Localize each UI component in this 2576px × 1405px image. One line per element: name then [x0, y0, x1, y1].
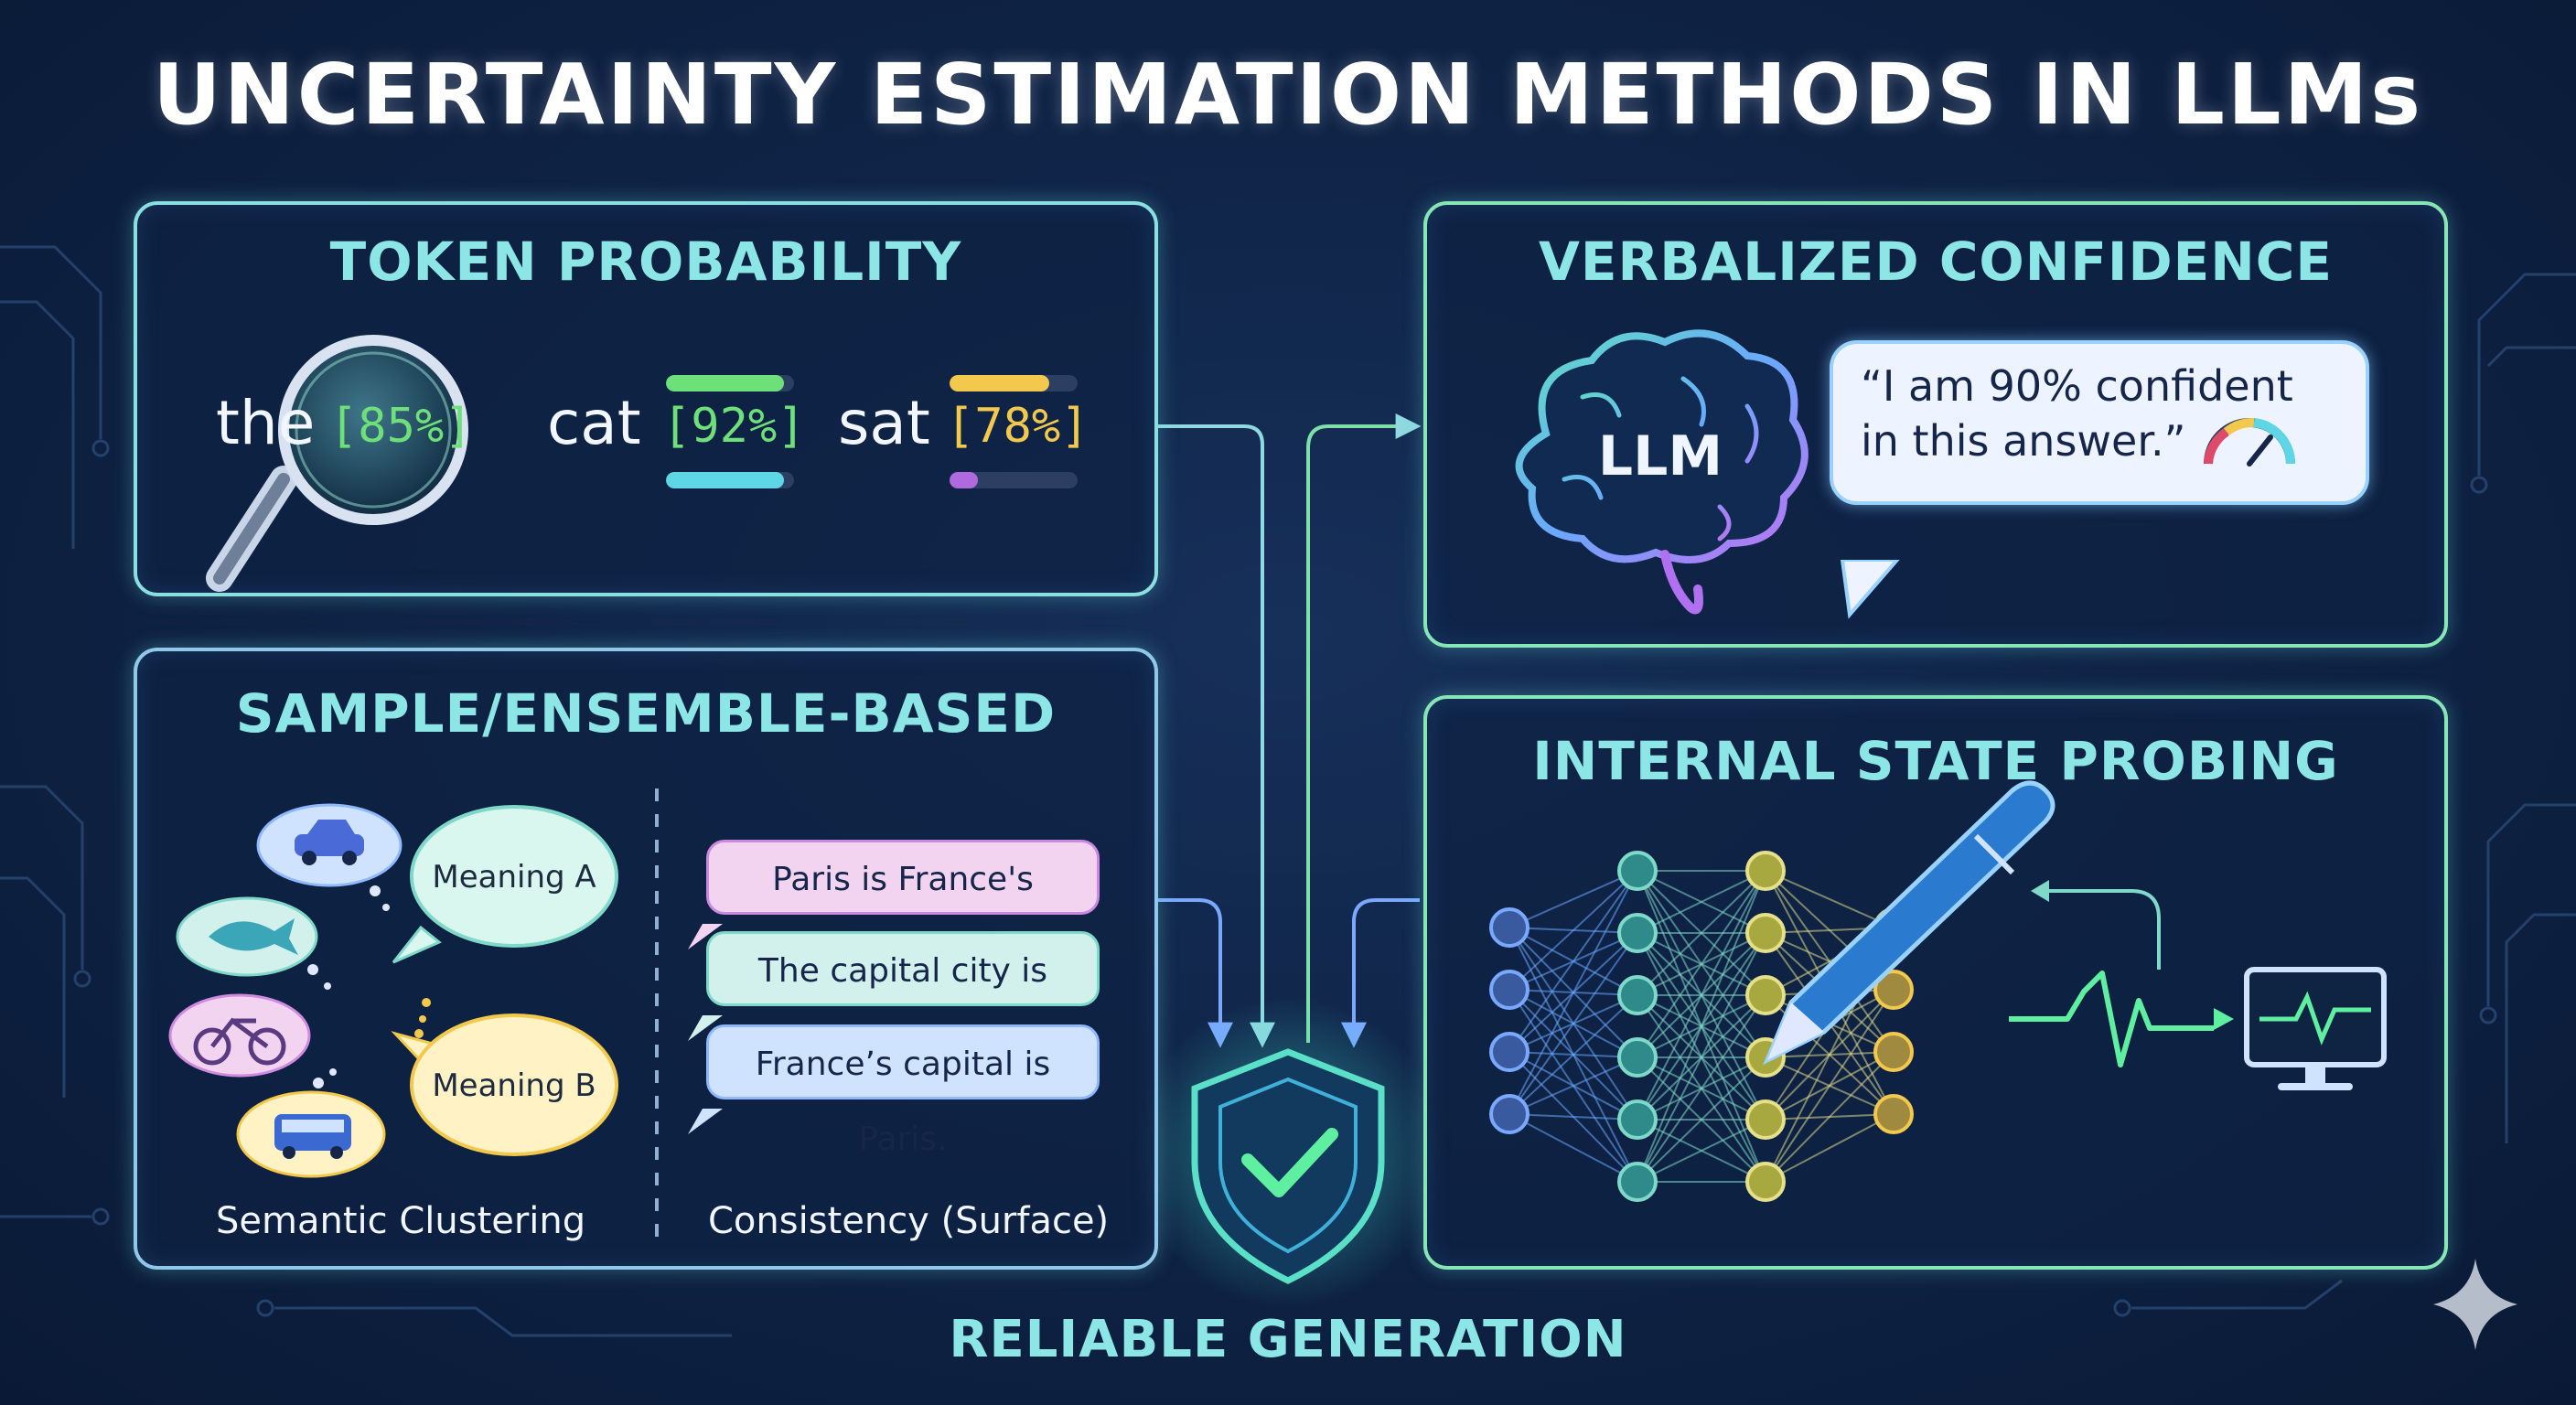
token-probability-panel: TOKEN PROBABILITY the [85%] cat [92%] sa…: [134, 201, 1158, 596]
network-edges: [1508, 870, 1894, 1183]
brain-label: LLM: [1598, 424, 1723, 488]
network-node: [1489, 1032, 1530, 1072]
network-node: [1617, 1037, 1658, 1078]
network-node: [1745, 913, 1786, 953]
prob-bar: [950, 375, 1078, 391]
meaning-a-label: Meaning A: [432, 859, 596, 896]
sample-sentence: The capital city is Paris.: [706, 931, 1100, 1065]
prob-bar-fill: [666, 472, 784, 488]
bicycle-icon: [168, 993, 311, 1078]
feedback-arrowhead: [2031, 880, 2049, 902]
token-prob: [85%]: [329, 399, 473, 454]
consistency-caption: Consistency (Surface): [708, 1200, 1110, 1242]
confidence-quote-bubble: “I am 90% confident in this answer.”: [1830, 340, 2369, 505]
magnifier-icon: [206, 335, 468, 592]
reliable-generation-label: RELIABLE GENERATION: [949, 1310, 1627, 1369]
signal-wave: [2009, 971, 2214, 1067]
prob-bar-fill: [666, 375, 784, 391]
network-node: [1617, 913, 1658, 953]
car-icon: [256, 803, 402, 887]
token-prob: [92%]: [662, 399, 806, 454]
quote-bubble-tail: [1840, 560, 1900, 619]
signal-arrowhead: [2214, 1008, 2234, 1030]
internal-state-title: INTERNAL STATE PROBING: [1532, 730, 2339, 792]
prob-bar-fill: [950, 375, 1050, 391]
network-node: [1617, 975, 1658, 1015]
probe-pen-icon: [1763, 780, 2055, 1066]
semantic-clustering-caption: Semantic Clustering: [216, 1200, 586, 1242]
page-title: UNCERTAINTY ESTIMATION METHODS IN LLMs: [153, 46, 2423, 144]
network-node: [1873, 1094, 1914, 1134]
fish-icon: [176, 896, 318, 977]
network-node: [1617, 1162, 1658, 1202]
network-node: [1489, 907, 1530, 948]
sample-ensemble-panel: SAMPLE/ENSEMBLE-BASED: [134, 648, 1158, 1270]
token-probability-title: TOKEN PROBABILITY: [329, 231, 962, 293]
internal-state-panel: INTERNAL STATE PROBING: [1423, 695, 2448, 1270]
token-prob: [78%]: [946, 399, 1089, 454]
neural-network-graphic: [1489, 780, 2387, 1202]
network-node: [1617, 1099, 1658, 1140]
meaning-b-label: Meaning B: [432, 1067, 596, 1104]
network-node: [1745, 1162, 1786, 1202]
verbalized-confidence-title: VERBALIZED CONFIDENCE: [1539, 231, 2333, 293]
sample-sentence: Paris is France's capital.: [706, 840, 1100, 973]
feedback-arrow: [2049, 889, 2161, 970]
network-node: [1873, 970, 1914, 1010]
token-word: sat: [838, 388, 930, 458]
token-word: cat: [547, 388, 641, 458]
quote-line-2: in this answer.”: [1861, 416, 2186, 466]
network-node: [1489, 1094, 1530, 1134]
prob-bar: [950, 472, 1078, 488]
quote-line-2-row: in this answer.”: [1861, 413, 2338, 468]
prob-bar-fill-low: [950, 472, 978, 488]
shield-check-icon: [1132, 997, 1444, 1308]
network-node: [1617, 851, 1658, 891]
network-node: [1745, 975, 1786, 1015]
network-node: [1745, 1099, 1786, 1140]
prob-bar: [666, 472, 794, 488]
monitor-icon: [2244, 967, 2387, 1090]
network-node: [1489, 970, 1530, 1010]
network-node: [1873, 1032, 1914, 1072]
brain-icon: LLM: [1515, 329, 1809, 615]
bus-icon: [236, 1090, 386, 1178]
quote-line-1: “I am 90% confident: [1861, 361, 2293, 411]
prob-bar: [666, 375, 794, 391]
semantic-clustering-graphic: Meaning A Meaning B: [168, 788, 723, 1237]
token-word: the: [216, 388, 316, 458]
sample-ensemble-title: SAMPLE/ENSEMBLE-BASED: [235, 682, 1057, 745]
network-node: [1745, 851, 1786, 891]
gauge-icon: [2203, 418, 2295, 467]
sample-sentence: France’s capital is Paris.: [706, 1024, 1100, 1158]
sparkle-icon: [2433, 1259, 2517, 1350]
